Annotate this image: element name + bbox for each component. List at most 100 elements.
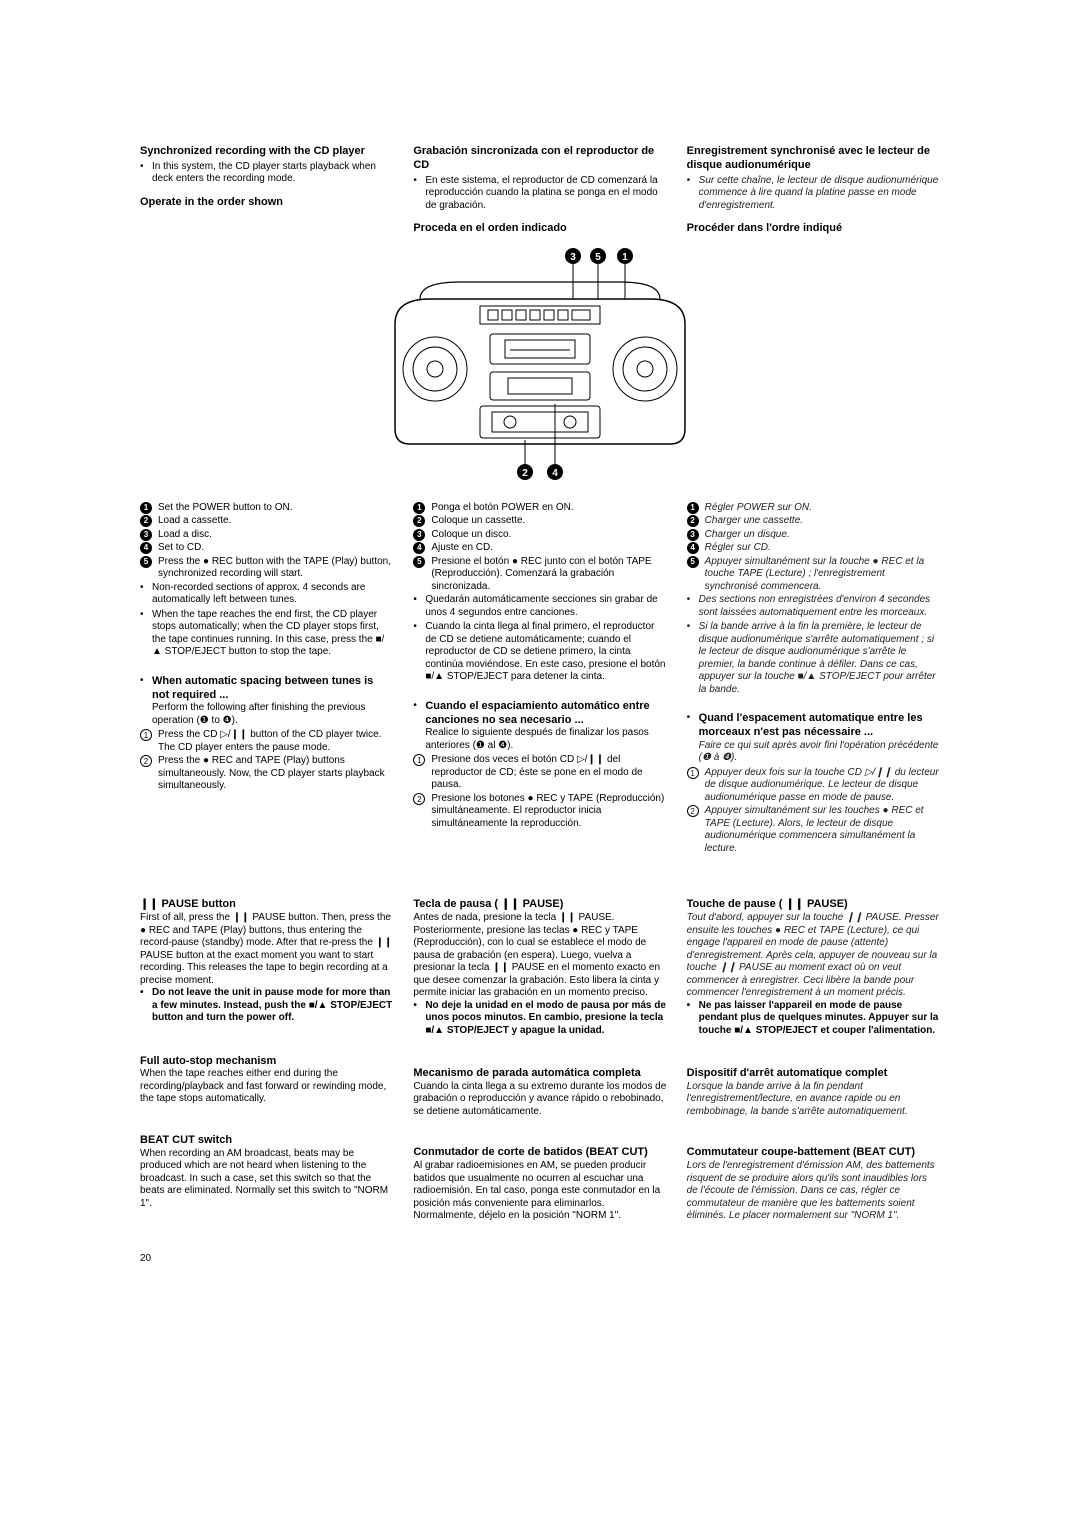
step-fr: 5Appuyer simultanément sur la touche ● R…	[687, 556, 940, 594]
pause-list-es: No deje la unidad en el modo de pausa po…	[413, 1000, 666, 1038]
autostop-body-fr: Lorsque la bande arrive à la fin pendant…	[687, 1081, 940, 1119]
lower-row: ❙❙ PAUSE button First of all, press the …	[140, 898, 940, 1222]
note-es: Quedarán automáticamente secciones sin g…	[413, 594, 666, 619]
note-en: When the tape reaches the end first, the…	[140, 609, 393, 659]
pause-title-en: ❙❙ PAUSE button	[140, 898, 393, 912]
auto-block-es: Cuando el espaciamiento automático entre…	[413, 700, 666, 753]
intro-bullet-en: In this system, the CD player starts pla…	[140, 161, 393, 186]
auto-steps-fr: 1Appuyer deux fois sur la touche CD ▷/❙❙…	[687, 767, 940, 856]
auto-step-es: 1Presione dos veces el botón CD ▷/❙❙ del…	[413, 754, 666, 792]
title-fr: Enregistrement synchronisé avec le lecte…	[687, 145, 940, 173]
lower-col-en: ❙❙ PAUSE button First of all, press the …	[140, 898, 393, 1222]
order-en: Operate in the order shown	[140, 196, 393, 210]
steps-en: 1Set the POWER button to ON. 2Load a cas…	[140, 502, 393, 581]
beat-body-fr: Lors de l'enregistrement d'émission AM, …	[687, 1160, 940, 1223]
auto-title-fr: Quand l'espacement automatique entre les…	[699, 712, 940, 740]
notes-fr: Des sections non enregistrées d'environ …	[687, 594, 940, 696]
order-es: Proceda en el orden indicado	[413, 222, 666, 236]
note-es: Cuando la cinta llega al final primero, …	[413, 621, 666, 684]
beat-body-en: When recording an AM broadcast, beats ma…	[140, 1148, 393, 1211]
svg-text:5: 5	[595, 252, 601, 263]
page-number: 20	[140, 1253, 940, 1266]
pause-title-fr: Touche de pause ( ❙❙ PAUSE)	[687, 898, 940, 912]
svg-text:4: 4	[552, 468, 558, 479]
step-fr: 1Régler POWER sur ON.	[687, 502, 940, 515]
beat-title-es: Conmutador de corte de batidos (BEAT CUT…	[413, 1146, 666, 1160]
header-col-es: Grabación sincronizada con el reproducto…	[413, 145, 666, 236]
svg-text:3: 3	[570, 252, 576, 263]
auto-block-fr: Quand l'espacement automatique entre les…	[687, 712, 940, 765]
note-en: Non-recorded sections of approx. 4 secon…	[140, 582, 393, 607]
intro-list-es: En este sistema, el reproductor de CD co…	[413, 175, 666, 213]
note-fr: Si la bande arrive à la fin la première,…	[687, 621, 940, 696]
mid-col-es: 1Ponga el botón POWER en ON. 2Coloque un…	[413, 502, 666, 857]
title-en: Synchronized recording with the CD playe…	[140, 145, 393, 159]
header-col-fr: Enregistrement synchronisé avec le lecte…	[687, 145, 940, 236]
beat-title-fr: Commutateur coupe-battement (BEAT CUT)	[687, 1146, 940, 1160]
svg-text:2: 2	[522, 468, 528, 479]
device-diagram: 3 5 1 2 4	[140, 244, 940, 484]
step-fr: 3Charger un disque.	[687, 529, 940, 542]
auto-item-fr: Quand l'espacement automatique entre les…	[687, 712, 940, 765]
pause-body-fr: Tout d'abord, appuyer sur la touche ❙❙ P…	[687, 912, 940, 1000]
notes-en: Non-recorded sections of approx. 4 secon…	[140, 582, 393, 659]
step-es: 4Ajuste en CD.	[413, 542, 666, 555]
autostop-body-es: Cuando la cinta llega a su extremo duran…	[413, 1081, 666, 1119]
auto-line-fr: Faire ce qui suit après avoir fini l'opé…	[699, 740, 940, 765]
autostop-body-en: When the tape reaches either end during …	[140, 1068, 393, 1106]
header-row: Synchronized recording with the CD playe…	[140, 145, 940, 236]
order-fr: Procéder dans l'ordre indiqué	[687, 222, 940, 236]
mid-col-fr: 1Régler POWER sur ON. 2Charger une casse…	[687, 502, 940, 857]
step-es: 3Coloque un disco.	[413, 529, 666, 542]
pause-list-fr: Ne pas laisser l'appareil en mode de pau…	[687, 1000, 940, 1038]
beat-title-en: BEAT CUT switch	[140, 1134, 393, 1148]
auto-step-en: 1Press the CD ▷/❙❙ button of the CD play…	[140, 729, 393, 754]
pause-body-es: Antes de nada, presione la tecla ❙❙ PAUS…	[413, 912, 666, 1000]
pause-body-en: First of all, press the ❙❙ PAUSE button.…	[140, 912, 393, 987]
step-es: 2Coloque un cassette.	[413, 515, 666, 528]
autostop-title-es: Mecanismo de parada automática completa	[413, 1067, 666, 1081]
lower-col-fr: Touche de pause ( ❙❙ PAUSE) Tout d'abord…	[687, 898, 940, 1222]
auto-step-es: 2Presione los botones ● REC y TAPE (Repr…	[413, 793, 666, 831]
beat-body-es: Al grabar radioemisiones en AM, se puede…	[413, 1160, 666, 1223]
pause-list-en: Do not leave the unit in pause mode for …	[140, 987, 393, 1025]
step-fr: 2Charger une cassette.	[687, 515, 940, 528]
step-en: 3Load a disc.	[140, 529, 393, 542]
intro-list-fr: Sur cette chaîne, le lecteur de disque a…	[687, 175, 940, 213]
pause-bullet-en: Do not leave the unit in pause mode for …	[140, 987, 393, 1025]
autostop-title-en: Full auto-stop mechanism	[140, 1055, 393, 1069]
svg-text:1: 1	[622, 252, 628, 263]
step-en: 1Set the POWER button to ON.	[140, 502, 393, 515]
auto-title-es: Cuando el espaciamiento automático entre…	[425, 700, 666, 728]
step-es: 5Presione el botón ● REC junto con el bo…	[413, 556, 666, 594]
auto-block-en: When automatic spacing between tunes is …	[140, 675, 393, 728]
step-en: 4Set to CD.	[140, 542, 393, 555]
intro-bullet-fr: Sur cette chaîne, le lecteur de disque a…	[687, 175, 940, 213]
mid-col-en: 1Set the POWER button to ON. 2Load a cas…	[140, 502, 393, 857]
step-en: 2Load a cassette.	[140, 515, 393, 528]
auto-steps-es: 1Presione dos veces el botón CD ▷/❙❙ del…	[413, 754, 666, 830]
auto-item-es: Cuando el espaciamiento automático entre…	[413, 700, 666, 753]
auto-line-es: Realice lo siguiente después de finaliza…	[425, 727, 666, 752]
intro-list-en: In this system, the CD player starts pla…	[140, 161, 393, 186]
title-es: Grabación sincronizada con el reproducto…	[413, 145, 666, 173]
auto-step-fr: 1Appuyer deux fois sur la touche CD ▷/❙❙…	[687, 767, 940, 805]
auto-title-en: When automatic spacing between tunes is …	[152, 675, 393, 703]
notes-es: Quedarán automáticamente secciones sin g…	[413, 594, 666, 684]
auto-step-fr: 2Appuyer simultanément sur les touches ●…	[687, 805, 940, 855]
auto-step-en: 2Press the ● REC and TAPE (Play) buttons…	[140, 755, 393, 793]
note-fr: Des sections non enregistrées d'environ …	[687, 594, 940, 619]
step-en: 5Press the ● REC button with the TAPE (P…	[140, 556, 393, 581]
steps-es: 1Ponga el botón POWER en ON. 2Coloque un…	[413, 502, 666, 594]
pause-title-es: Tecla de pausa ( ❙❙ PAUSE)	[413, 898, 666, 912]
auto-steps-en: 1Press the CD ▷/❙❙ button of the CD play…	[140, 729, 393, 793]
mid-row: 1Set the POWER button to ON. 2Load a cas…	[140, 502, 940, 857]
pause-bullet-fr: Ne pas laisser l'appareil en mode de pau…	[687, 1000, 940, 1038]
step-fr: 4Régler sur CD.	[687, 542, 940, 555]
intro-bullet-es: En este sistema, el reproductor de CD co…	[413, 175, 666, 213]
steps-fr: 1Régler POWER sur ON. 2Charger une casse…	[687, 502, 940, 594]
pause-bullet-es: No deje la unidad en el modo de pausa po…	[413, 1000, 666, 1038]
auto-item-en: When automatic spacing between tunes is …	[140, 675, 393, 728]
header-col-en: Synchronized recording with the CD playe…	[140, 145, 393, 236]
autostop-title-fr: Dispositif d'arrêt automatique complet	[687, 1067, 940, 1081]
